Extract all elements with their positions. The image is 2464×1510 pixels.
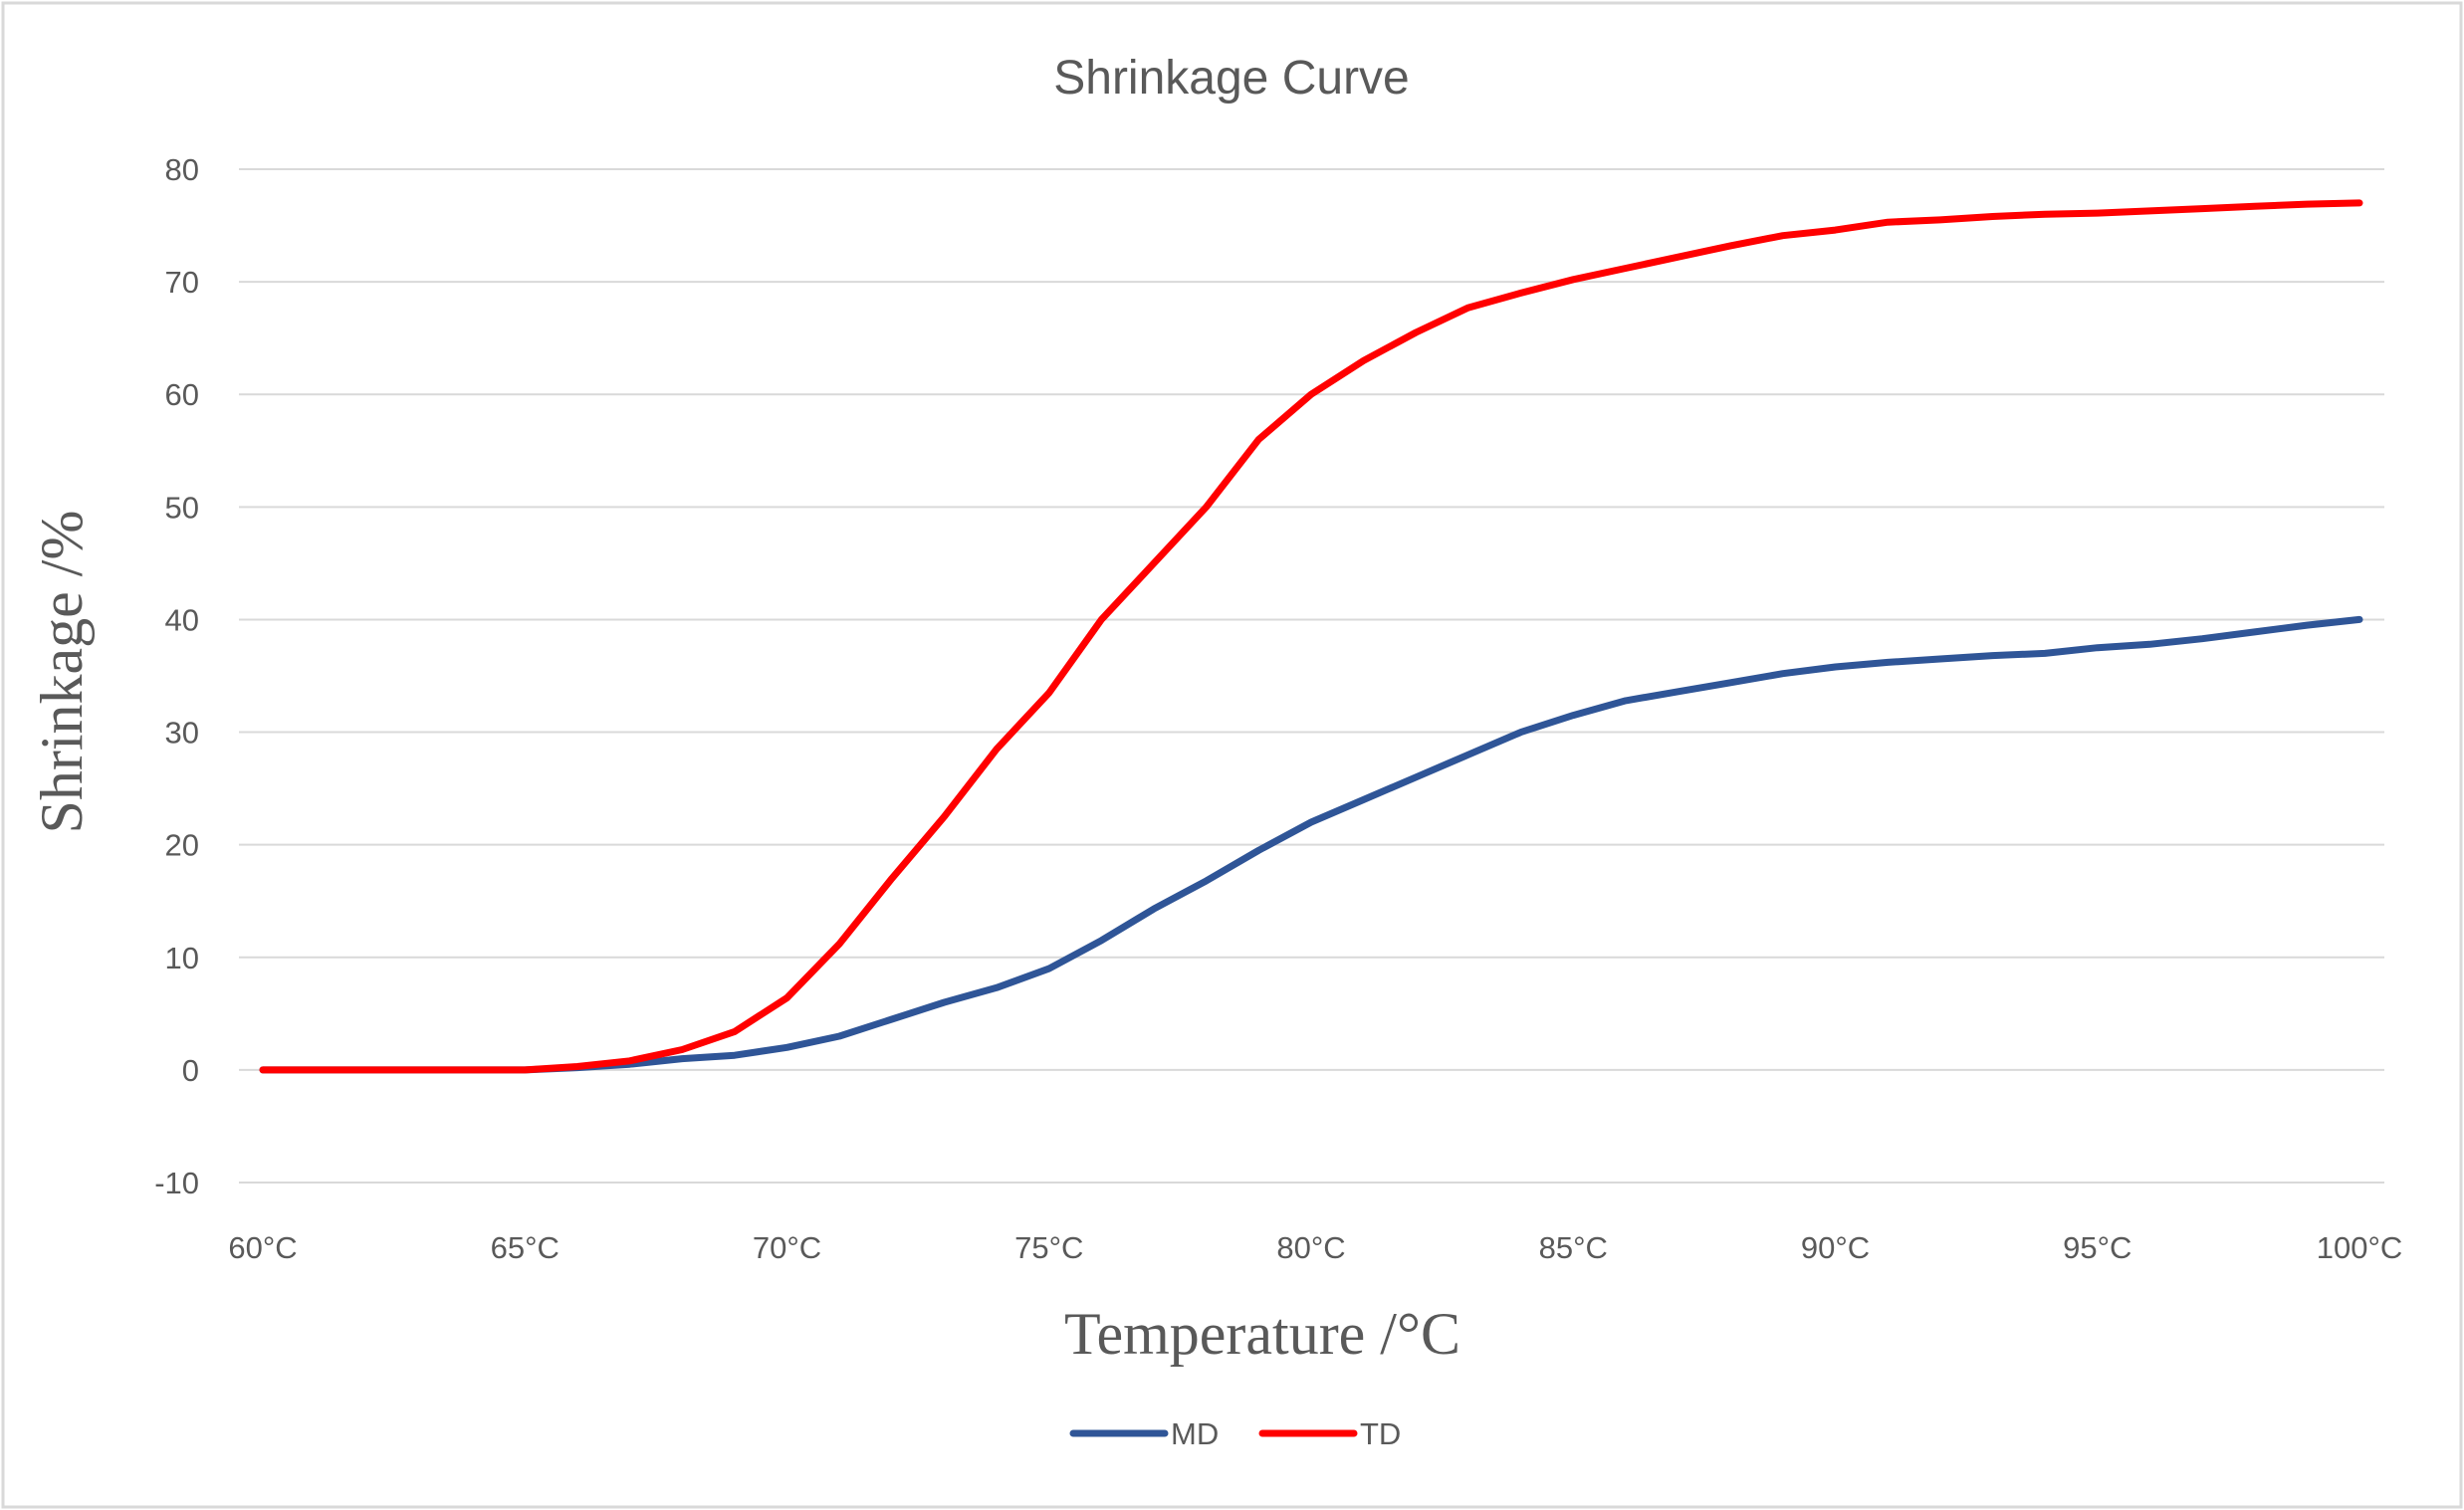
x-tick-label: 70°C (753, 1230, 821, 1265)
y-tick-label: 60 (165, 377, 199, 412)
y-tick-label: 70 (165, 265, 199, 300)
x-axis-title: Temperature /°C (1064, 1301, 1460, 1367)
x-tick-label: 60°C (228, 1230, 297, 1265)
legend: MD TD (1069, 1416, 1401, 1451)
y-tick-label: 40 (165, 602, 199, 637)
legend-label-td: TD (1360, 1416, 1401, 1451)
y-axis-title: Shrinkage /% (29, 511, 95, 834)
series-lines (259, 199, 2363, 1074)
y-tick-label: 80 (165, 152, 199, 187)
x-tick-label: 100°C (2317, 1230, 2403, 1265)
y-tick-label: 30 (165, 716, 199, 751)
y-tick-label: 20 (165, 828, 199, 863)
y-tick-label: 0 (182, 1053, 199, 1088)
series-line-td (259, 199, 2363, 1074)
x-tick-label: 75°C (1014, 1230, 1083, 1265)
y-tick-label: 50 (165, 490, 199, 525)
y-tick-label: 10 (165, 941, 199, 975)
x-tick-label: 65°C (491, 1230, 560, 1265)
chart-title: Shrinkage Curve (1053, 52, 1410, 105)
gridlines (239, 168, 2384, 1184)
x-tick-label: 90°C (1801, 1230, 1870, 1265)
y-tick-labels: -10 0 10 20 30 40 50 60 70 80 (154, 152, 199, 1200)
y-tick-label: -10 (154, 1166, 199, 1200)
x-tick-label: 85°C (1539, 1230, 1608, 1265)
x-tick-labels: 60°C 65°C 70°C 75°C 80°C 85°C 90°C 95°C 100°C (228, 1230, 2402, 1265)
x-tick-label: 95°C (2063, 1230, 2131, 1265)
legend-label-md: MD (1171, 1416, 1219, 1451)
x-tick-label: 80°C (1276, 1230, 1345, 1265)
